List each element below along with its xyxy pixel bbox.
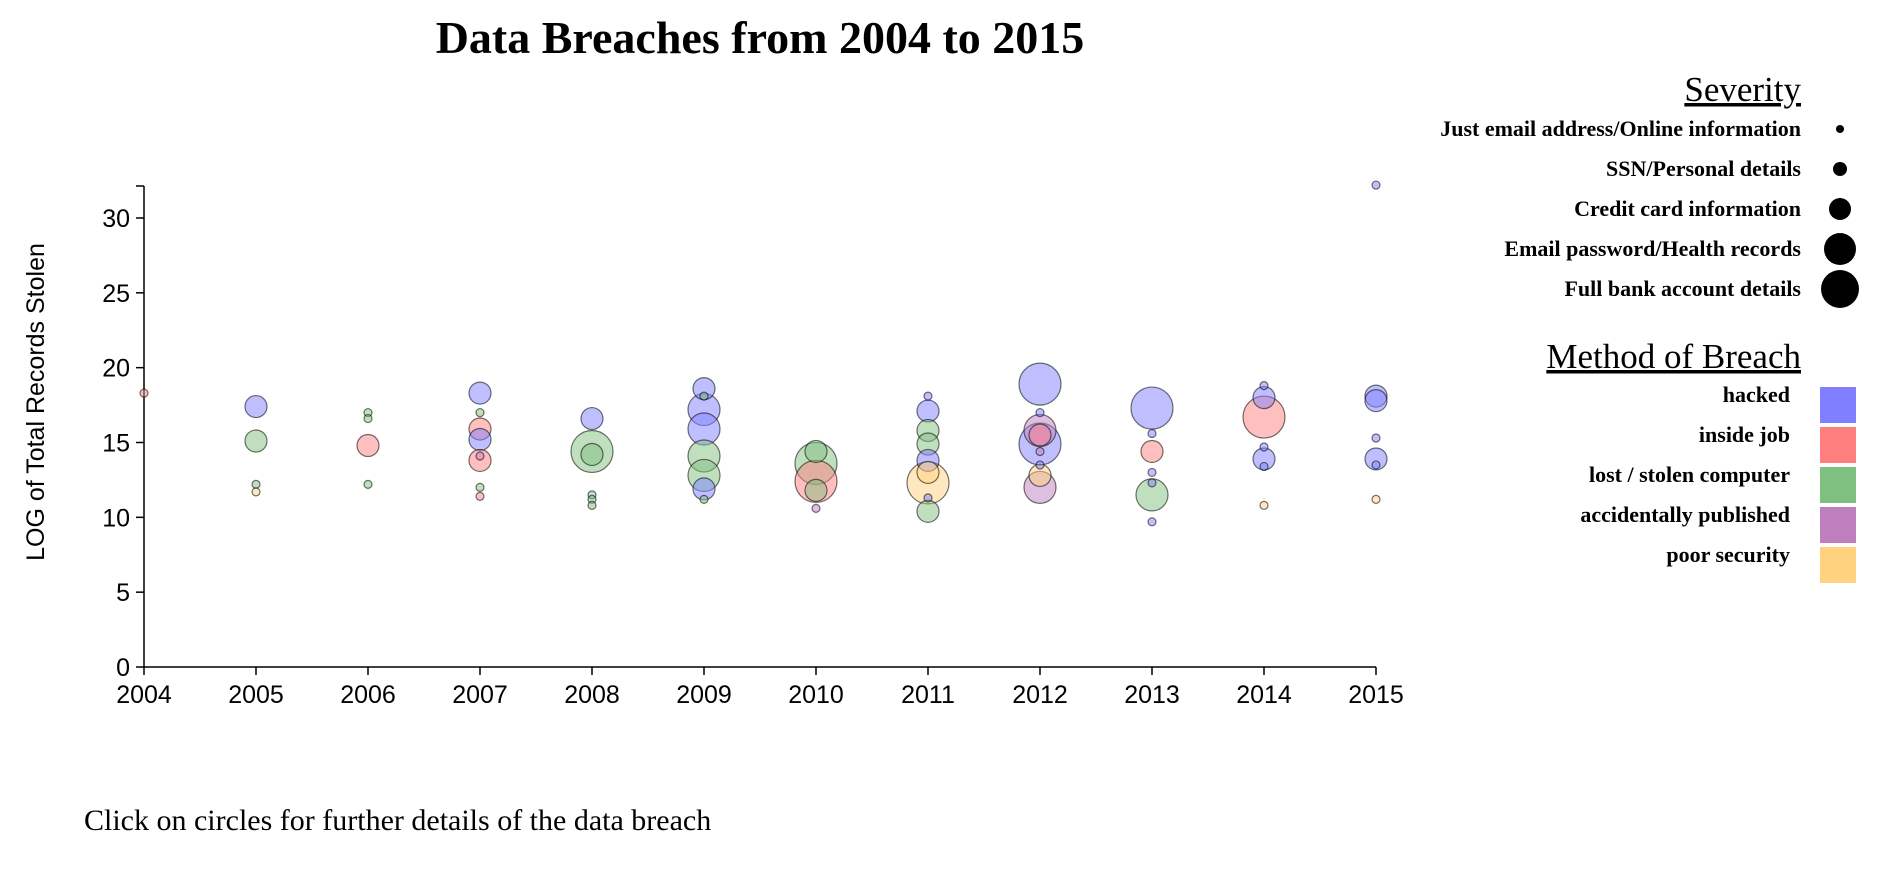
breach-point[interactable]	[1371, 494, 1381, 504]
y-tick-label: 5	[116, 579, 130, 607]
breach-point[interactable]	[1364, 388, 1388, 413]
method-legend-swatch	[1820, 547, 1856, 583]
breach-point[interactable]	[244, 429, 268, 453]
breach-point[interactable]	[804, 439, 828, 464]
severity-legend-label: Credit card information	[1574, 196, 1801, 221]
y-axis-title: LOG of Total Records Stolen	[22, 243, 50, 561]
breach-point[interactable]	[1371, 460, 1381, 470]
y-tick-label: 0	[116, 654, 130, 682]
severity-legend-dot	[1821, 270, 1859, 308]
severity-legend: Just email address/Online information SSN…	[1440, 116, 1859, 308]
breach-point[interactable]	[1147, 517, 1157, 527]
breach-point[interactable]	[1035, 446, 1045, 457]
breach-point[interactable]	[363, 413, 373, 424]
breach-point[interactable]	[1035, 407, 1045, 418]
breach-point[interactable]	[475, 407, 485, 418]
y-axis: 0 5 10 15 20 25 30	[102, 185, 145, 682]
x-tick-label: 2009	[676, 681, 732, 709]
x-tick-label: 2004	[116, 681, 172, 709]
method-legend-label: hacked	[1723, 382, 1790, 407]
x-tick-label: 2007	[452, 681, 508, 709]
severity-legend-dot	[1836, 125, 1844, 133]
method-legend-label: inside job	[1699, 422, 1790, 447]
severity-legend-label: Just email address/Online information	[1440, 116, 1801, 141]
x-axis: 2004 2005 2006 2007 2008 2009 2010 2011 2012 2013…	[116, 666, 1404, 709]
x-tick-label: 2015	[1348, 681, 1404, 709]
breach-point[interactable]	[811, 503, 821, 513]
severity-legend-dot	[1833, 162, 1847, 176]
breach-point[interactable]	[356, 433, 380, 458]
breach-point[interactable]	[1140, 439, 1164, 464]
breach-point[interactable]	[363, 479, 373, 490]
breach-point[interactable]	[1130, 386, 1174, 430]
severity-legend-dot	[1824, 233, 1856, 265]
severity-legend-label: Email password/Health records	[1504, 236, 1801, 261]
method-legend-swatch	[1820, 467, 1856, 503]
y-tick-label: 30	[102, 205, 130, 233]
breach-points	[139, 180, 1388, 527]
breach-point[interactable]	[1371, 433, 1381, 443]
method-legend-label: accidentally published	[1580, 502, 1790, 527]
breach-point[interactable]	[1259, 461, 1269, 472]
x-tick-label: 2011	[901, 681, 955, 709]
footnote: Click on circles for further details of …	[84, 804, 711, 837]
breach-point[interactable]	[1147, 428, 1157, 439]
breach-point[interactable]	[475, 491, 485, 501]
x-tick-label: 2010	[788, 681, 844, 709]
breach-point[interactable]	[1035, 460, 1045, 470]
breach-point[interactable]	[139, 388, 149, 398]
breach-point[interactable]	[699, 391, 709, 401]
breach-point[interactable]	[1364, 447, 1388, 471]
breach-point[interactable]	[804, 478, 828, 502]
breach-point[interactable]	[699, 494, 709, 504]
breach-point[interactable]	[1259, 381, 1269, 391]
chart-title: Data Breaches from 2004 to 2015	[436, 12, 1085, 63]
breach-point[interactable]	[1259, 500, 1269, 510]
method-legend-swatch	[1820, 427, 1856, 463]
x-tick-label: 2005	[228, 681, 284, 709]
method-legend-swatch	[1820, 507, 1856, 543]
x-tick-label: 2008	[564, 681, 620, 709]
x-tick-label: 2012	[1012, 681, 1068, 709]
severity-legend-heading: Severity	[1684, 70, 1801, 109]
breach-point[interactable]	[244, 394, 268, 419]
breach-point[interactable]	[923, 391, 933, 401]
method-legend-heading: Method of Breach	[1546, 337, 1801, 376]
breach-point[interactable]	[468, 427, 492, 452]
y-tick-label: 20	[102, 355, 130, 383]
y-tick-label: 15	[102, 430, 130, 458]
x-tick-label: 2013	[1124, 681, 1180, 709]
breach-point[interactable]	[1147, 478, 1157, 488]
severity-legend-label: SSN/Personal details	[1606, 156, 1801, 181]
breach-point[interactable]	[580, 442, 604, 467]
breach-point[interactable]	[475, 482, 485, 492]
method-legend-swatch	[1820, 387, 1856, 423]
breach-point[interactable]	[1259, 442, 1269, 452]
x-tick-label: 2006	[340, 681, 396, 709]
breach-point[interactable]	[916, 399, 940, 423]
breach-point[interactable]	[916, 460, 940, 485]
severity-legend-dot	[1829, 198, 1851, 220]
breach-point[interactable]	[1371, 180, 1381, 190]
method-legend-label: lost / stolen computer	[1589, 462, 1790, 487]
severity-legend-label: Full bank account details	[1564, 276, 1801, 301]
method-legend-label: poor security	[1666, 542, 1790, 567]
method-legend: hacked inside job lost / stolen computer ac…	[1580, 382, 1856, 583]
breach-point[interactable]	[251, 479, 261, 490]
breach-point[interactable]	[923, 493, 933, 503]
breach-point[interactable]	[587, 500, 597, 510]
breach-point[interactable]	[468, 381, 492, 405]
breach-point[interactable]	[475, 451, 485, 461]
breach-point[interactable]	[1147, 467, 1157, 478]
x-tick-label: 2014	[1236, 681, 1292, 709]
y-tick-label: 10	[102, 504, 130, 532]
breach-point[interactable]	[251, 487, 261, 497]
breach-point[interactable]	[916, 499, 940, 523]
y-tick-label: 25	[102, 280, 130, 308]
breach-point[interactable]	[580, 406, 604, 431]
breach-point[interactable]	[1018, 362, 1062, 406]
breach-point[interactable]	[1028, 423, 1052, 447]
